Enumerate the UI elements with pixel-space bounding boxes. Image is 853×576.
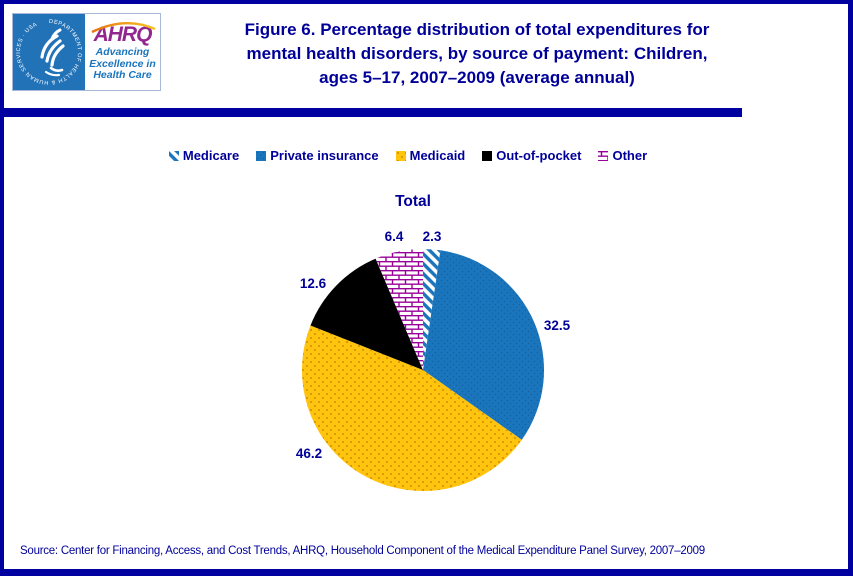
source-text: Source: Center for Financing, Access, an… [20, 545, 705, 557]
medicaid-swatch-icon [395, 150, 406, 161]
pie-slice-other [375, 249, 423, 370]
legend-label: Medicare [182, 148, 240, 163]
legend-item-out-of-pocket: Out-of-pocket [482, 148, 581, 163]
ahrq-tagline-line: Health Care [93, 69, 152, 81]
figure-title-line: mental health disorders, by source of pa… [246, 44, 708, 63]
slice-value-label-other: 6.4 [384, 229, 404, 244]
private-insurance-swatch-icon [256, 150, 267, 161]
legend-item-private-insurance: Private insurance [256, 148, 379, 163]
pie-slice-out-of-pocket [310, 258, 423, 370]
hhs-eagle-icon: DEPARTMENT OF HEALTH & HUMAN SERVICES · … [16, 19, 82, 85]
figure-title-line: ages 5–17, 2007–2009 (average annual) [319, 68, 635, 87]
ahrq-tagline-line: Excellence in [89, 57, 156, 70]
slice-value-label-out-of-pocket: 12.6 [299, 276, 327, 291]
slice-value-label-medicaid: 46.2 [295, 446, 323, 461]
ahrq-arc-icon [91, 21, 156, 34]
pie-chart-canvas [302, 249, 545, 492]
legend-label: Medicaid [409, 148, 466, 163]
legend-item-medicare: Medicare [168, 148, 240, 163]
ahrq-tagline-line: Advancing [95, 46, 150, 58]
legend-label: Private insurance [270, 148, 379, 163]
header-divider [4, 108, 742, 117]
legend-label: Other [612, 148, 648, 163]
hhs-seal: DEPARTMENT OF HEALTH & HUMAN SERVICES · … [13, 14, 85, 90]
ahrq-logo: AHRQ Advancing Excellence in Health Care [85, 14, 160, 90]
ahrq-wordmark: AHRQ [93, 23, 153, 46]
legend-item-medicaid: Medicaid [395, 148, 466, 163]
pie-slice-medicare [423, 249, 441, 370]
other-swatch-icon [598, 150, 609, 161]
agency-logo: DEPARTMENT OF HEALTH & HUMAN SERVICES · … [12, 13, 161, 91]
slice-value-label-medicare: 2.3 [422, 229, 442, 244]
legend-item-other: Other [598, 148, 647, 163]
chart-legend: Medicare Private insurance Medicaid Out-… [4, 148, 830, 163]
medicare-swatch-icon [168, 150, 179, 161]
ahrq-tagline: Advancing Excellence in Health Care [89, 46, 156, 82]
chart-title: Total [395, 193, 431, 210]
figure-title: Figure 6. Percentage distribution of tot… [177, 18, 777, 90]
pie-chart: Total 2.3 32.5 46.2 12.6 6.4 [233, 180, 613, 560]
legend-label: Out-of-pocket [496, 148, 582, 163]
slice-value-label-private-insurance: 32.5 [543, 318, 571, 333]
pie-slice-private-insurance [423, 250, 545, 440]
out-of-pocket-swatch-icon [482, 150, 493, 161]
figure-title-line: Figure 6. Percentage distribution of tot… [244, 20, 710, 39]
pie-slice-medicaid [302, 325, 522, 492]
